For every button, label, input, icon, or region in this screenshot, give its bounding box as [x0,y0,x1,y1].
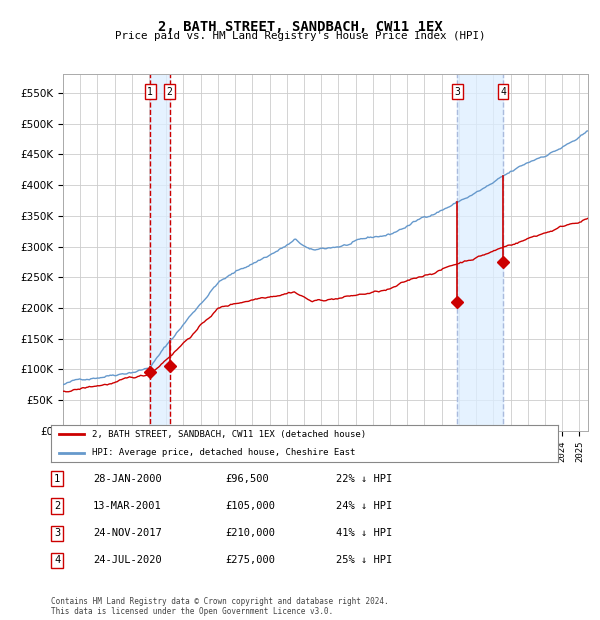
Text: £210,000: £210,000 [225,528,275,538]
Text: 24-NOV-2017: 24-NOV-2017 [93,528,162,538]
Bar [457,74,503,431]
Text: 13-MAR-2001: 13-MAR-2001 [93,501,162,511]
Text: Price paid vs. HM Land Registry's House Price Index (HPI): Price paid vs. HM Land Registry's House … [115,31,485,41]
Bar [150,74,170,431]
Text: 24-JUL-2020: 24-JUL-2020 [93,556,162,565]
Text: HPI: Average price, detached house, Cheshire East: HPI: Average price, detached house, Ches… [92,448,355,457]
Text: 2: 2 [54,501,60,511]
Text: 1: 1 [148,87,153,97]
Text: 2: 2 [167,87,173,97]
Text: 2, BATH STREET, SANDBACH, CW11 1EX: 2, BATH STREET, SANDBACH, CW11 1EX [158,20,442,34]
Text: 2, BATH STREET, SANDBACH, CW11 1EX (detached house): 2, BATH STREET, SANDBACH, CW11 1EX (deta… [92,430,365,438]
Text: £105,000: £105,000 [225,501,275,511]
Text: 25% ↓ HPI: 25% ↓ HPI [336,556,392,565]
Text: This data is licensed under the Open Government Licence v3.0.: This data is licensed under the Open Gov… [51,607,333,616]
Text: 4: 4 [54,556,60,565]
Text: 1: 1 [54,474,60,484]
Text: 28-JAN-2000: 28-JAN-2000 [93,474,162,484]
Text: £96,500: £96,500 [225,474,269,484]
Text: 3: 3 [454,87,460,97]
Text: Contains HM Land Registry data © Crown copyright and database right 2024.: Contains HM Land Registry data © Crown c… [51,597,389,606]
Text: 24% ↓ HPI: 24% ↓ HPI [336,501,392,511]
Text: 41% ↓ HPI: 41% ↓ HPI [336,528,392,538]
Text: 4: 4 [500,87,506,97]
Text: £275,000: £275,000 [225,556,275,565]
Text: 22% ↓ HPI: 22% ↓ HPI [336,474,392,484]
Text: 3: 3 [54,528,60,538]
